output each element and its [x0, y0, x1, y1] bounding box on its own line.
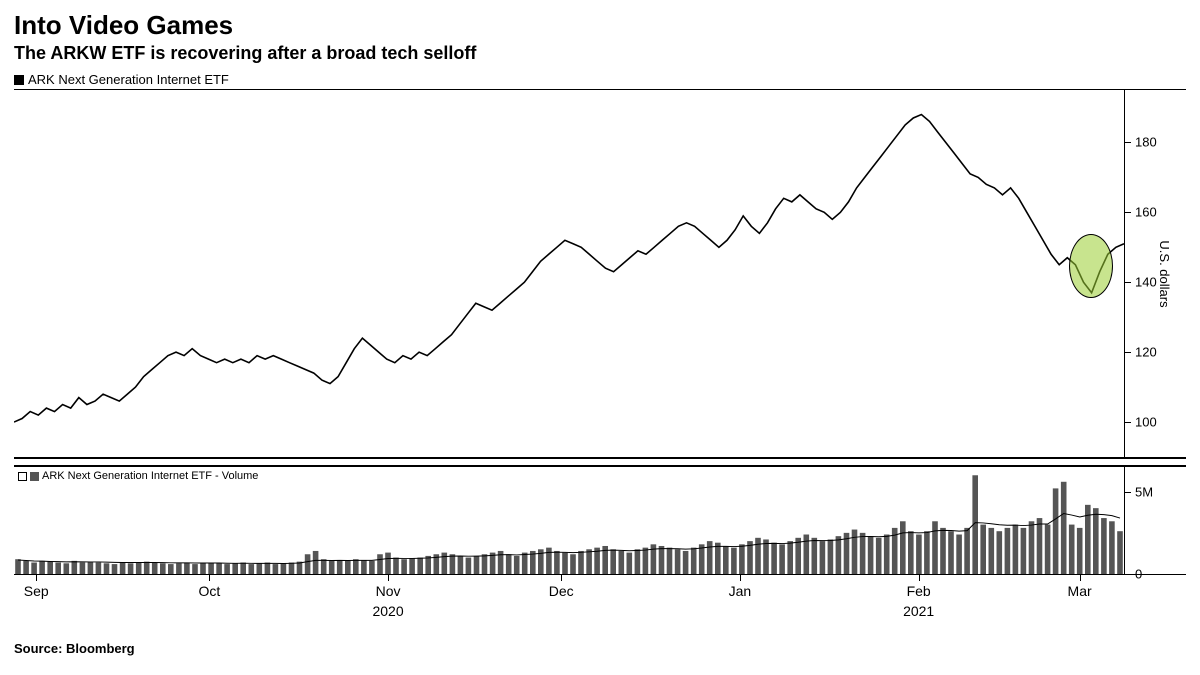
price-y-title: U.S. dollars — [1157, 240, 1172, 307]
x-month-label: Nov — [376, 583, 401, 599]
y-tick-label: 5M — [1135, 484, 1153, 499]
chart-subtitle: The ARKW ETF is recovering after a broad… — [0, 43, 1200, 70]
y-tick-label: 140 — [1135, 275, 1157, 290]
x-month-label: Jan — [729, 583, 752, 599]
chart-container: U.S. dollars 100 120 140 160 180 ARK Next Ge… — [14, 89, 1186, 635]
y-tick-label: 0 — [1135, 567, 1142, 582]
x-axis: Sep Oct Nov 2020 Dec Jan Feb 2021 Mar — [14, 575, 1124, 635]
y-tick-label: 180 — [1135, 135, 1157, 150]
price-y-axis: U.S. dollars 100 120 140 160 180 — [1124, 90, 1186, 457]
x-month-label: Feb — [907, 583, 931, 599]
volume-legend: ARK Next Generation Internet ETF - Volum… — [18, 470, 258, 482]
source-attribution: Source: Bloomberg — [0, 635, 1200, 662]
volume-plot-area — [14, 467, 1124, 574]
x-month-label: Sep — [24, 583, 49, 599]
legend-square-icon — [14, 75, 24, 85]
legend-box-icon — [18, 472, 27, 481]
price-chart: U.S. dollars 100 120 140 160 180 — [14, 89, 1186, 459]
volume-y-axis: 05M — [1124, 467, 1186, 574]
x-year-label: 2020 — [372, 603, 403, 619]
price-legend-label: ARK Next Generation Internet ETF — [28, 72, 229, 87]
volume-chart: ARK Next Generation Internet ETF - Volum… — [14, 465, 1186, 575]
y-tick-label: 120 — [1135, 345, 1157, 360]
chart-title: Into Video Games — [0, 0, 1200, 43]
x-year-label: 2021 — [903, 603, 934, 619]
price-plot-area — [14, 90, 1124, 457]
highlight-ellipse — [1069, 234, 1113, 298]
y-tick-label: 100 — [1135, 415, 1157, 430]
price-legend: ARK Next Generation Internet ETF — [0, 70, 1200, 89]
x-month-label: Dec — [549, 583, 574, 599]
legend-bar-icon — [30, 472, 39, 481]
x-month-label: Mar — [1068, 583, 1092, 599]
price-line-svg — [14, 90, 1124, 457]
volume-legend-label: ARK Next Generation Internet ETF - Volum… — [42, 470, 258, 482]
x-month-label: Oct — [198, 583, 220, 599]
y-tick-label: 160 — [1135, 205, 1157, 220]
volume-svg — [14, 467, 1124, 574]
